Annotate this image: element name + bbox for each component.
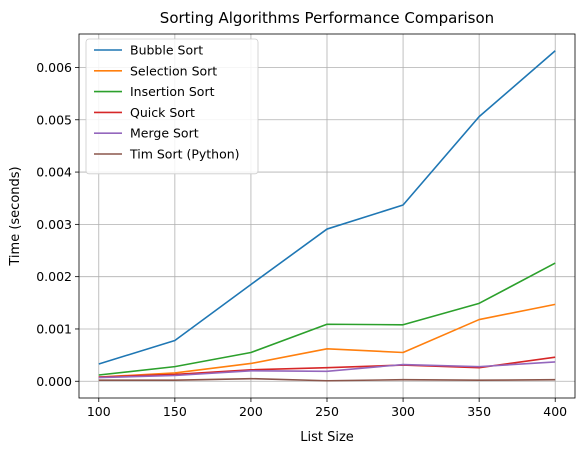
series-lines	[98, 50, 556, 382]
y-tick-label: 0.000	[36, 374, 72, 389]
y-tick-label: 0.004	[36, 165, 72, 180]
y-tick-label: 0.002	[36, 269, 72, 284]
x-tick-label: 300	[391, 404, 415, 419]
series-line-tim-sort-python	[98, 377, 556, 382]
chart-title: Sorting Algorithms Performance Compariso…	[160, 9, 494, 27]
x-tick-label: 150	[163, 404, 187, 419]
y-tick-label: 0.001	[36, 321, 72, 336]
x-tick-label: 350	[467, 404, 491, 419]
legend-label-insertion-sort: Insertion Sort	[130, 84, 215, 99]
y-tick-label: 0.005	[36, 112, 72, 127]
x-tick-label: 400	[543, 404, 567, 419]
legend-box	[85, 38, 259, 175]
y-axis-ticks: 0.000 0.001 0.002 0.003 0.004 0.005 0.006	[36, 60, 79, 389]
legend-label-merge-sort: Merge Sort	[130, 126, 199, 141]
x-axis-ticks: 100 150 200 250 300 350 400	[87, 398, 567, 419]
legend-label-bubble-sort: Bubble Sort	[130, 43, 203, 58]
x-axis-label: List Size	[300, 430, 354, 445]
y-tick-label: 0.006	[36, 60, 72, 75]
series-line-merge-sort	[98, 361, 556, 379]
legend-label-tim-sort-python: Tim Sort (Python)	[129, 147, 240, 162]
legend: Bubble Sort Selection Sort Insertion Sort Q…	[85, 38, 259, 175]
x-tick-label: 100	[87, 404, 111, 419]
legend-label-quick-sort: Quick Sort	[130, 105, 195, 120]
x-tick-label: 200	[239, 404, 263, 419]
series-line-bubble-sort	[98, 50, 556, 365]
series-line-insertion-sort	[98, 262, 556, 376]
x-tick-label: 250	[315, 404, 339, 419]
y-axis-label: Time (seconds)	[8, 166, 23, 266]
y-tick-label: 0.003	[36, 217, 72, 232]
legend-label-selection-sort: Selection Sort	[130, 63, 217, 78]
series-line-quick-sort	[98, 356, 556, 378]
series-line-selection-sort	[98, 303, 556, 378]
